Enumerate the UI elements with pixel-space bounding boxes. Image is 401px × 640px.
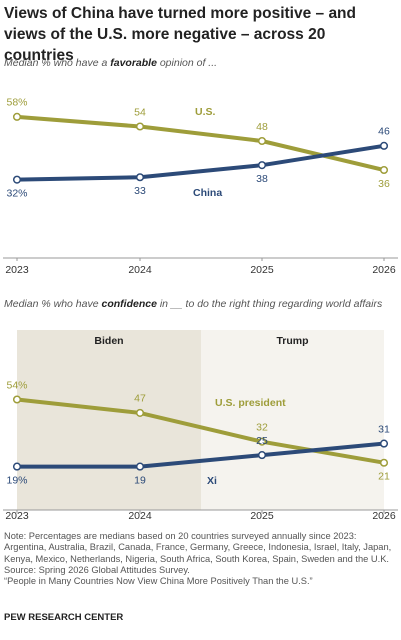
notes: Note: Percentages are medians based on 2… — [4, 531, 396, 587]
data-point — [257, 136, 267, 146]
data-point — [257, 451, 267, 460]
note: Note: Percentages are medians based on 2… — [4, 531, 392, 564]
org: PEW RESEARCH CENTER — [4, 612, 124, 623]
data-point — [135, 462, 145, 471]
x-tick-label: 2026 — [372, 510, 396, 522]
x-tick-label: 2023 — [5, 264, 29, 276]
data-label: 54 — [134, 106, 146, 118]
data-point — [257, 437, 267, 446]
x-tick-label: 2023 — [5, 510, 29, 522]
subtitle-emphasis: confidence — [101, 298, 157, 310]
series-line — [16, 143, 385, 182]
data-label: 46 — [378, 126, 390, 138]
period-band — [201, 330, 384, 510]
subtitle: Median % who have a favorable opinion of… — [4, 56, 384, 71]
data-point — [379, 141, 389, 150]
series-line — [17, 441, 385, 469]
data-label: 58% — [6, 97, 27, 109]
data-point — [135, 408, 145, 417]
series-name: China — [193, 187, 222, 199]
series-name: Xi — [207, 475, 217, 487]
series-name: U.S. — [195, 106, 216, 118]
subtitle-part: Median % who have a — [4, 57, 111, 69]
x-tick-label: 2026 — [372, 264, 396, 276]
data-label: 21 — [378, 471, 390, 483]
data-point — [379, 165, 389, 175]
series-name: U.S. president — [215, 397, 286, 409]
x-tick-label: 2025 — [250, 264, 274, 276]
data-label: 19 — [134, 474, 146, 486]
data-label: 38 — [256, 173, 268, 185]
subtitle-emphasis: favorable — [110, 57, 157, 69]
data-label: 19% — [6, 474, 27, 486]
data-point — [12, 112, 22, 121]
subtitle-part: Median % who have — [4, 298, 102, 310]
data-point — [12, 462, 22, 471]
source: Source: Spring 2026 Global Attitudes Sur… — [4, 564, 190, 575]
data-label: 31 — [378, 423, 390, 435]
data-point — [379, 458, 389, 467]
data-point — [379, 439, 389, 448]
data-point — [12, 175, 22, 184]
data-label: 47 — [134, 393, 146, 405]
report: “People in Many Countries Now View China… — [4, 576, 313, 587]
data-label: 33 — [134, 185, 146, 197]
subtitle-part: in __ to do the right thing regarding wo… — [156, 298, 383, 310]
series-line — [16, 114, 385, 172]
data-label: 32 — [256, 421, 268, 433]
data-label: 48 — [256, 121, 268, 133]
data-label: 32% — [6, 187, 27, 199]
x-tick-label: 2025 — [250, 510, 274, 522]
data-label: 36 — [378, 178, 390, 190]
data-label: 54% — [6, 379, 27, 391]
x-tick-label: 2024 — [128, 264, 152, 276]
title: Views of China have turned more positive… — [4, 5, 356, 64]
data-point — [257, 161, 267, 170]
data-label: 25 — [256, 435, 268, 447]
data-point — [12, 395, 22, 404]
period-label: Trump — [276, 335, 308, 347]
period-label: Biden — [94, 335, 123, 347]
data-point — [135, 122, 145, 131]
subtitle-part: opinion of ... — [156, 57, 218, 69]
x-tick-label: 2024 — [128, 510, 152, 522]
series-line — [16, 397, 385, 465]
data-point — [135, 173, 145, 182]
subtitle: Median % who have confidence in __ to do… — [4, 297, 384, 312]
